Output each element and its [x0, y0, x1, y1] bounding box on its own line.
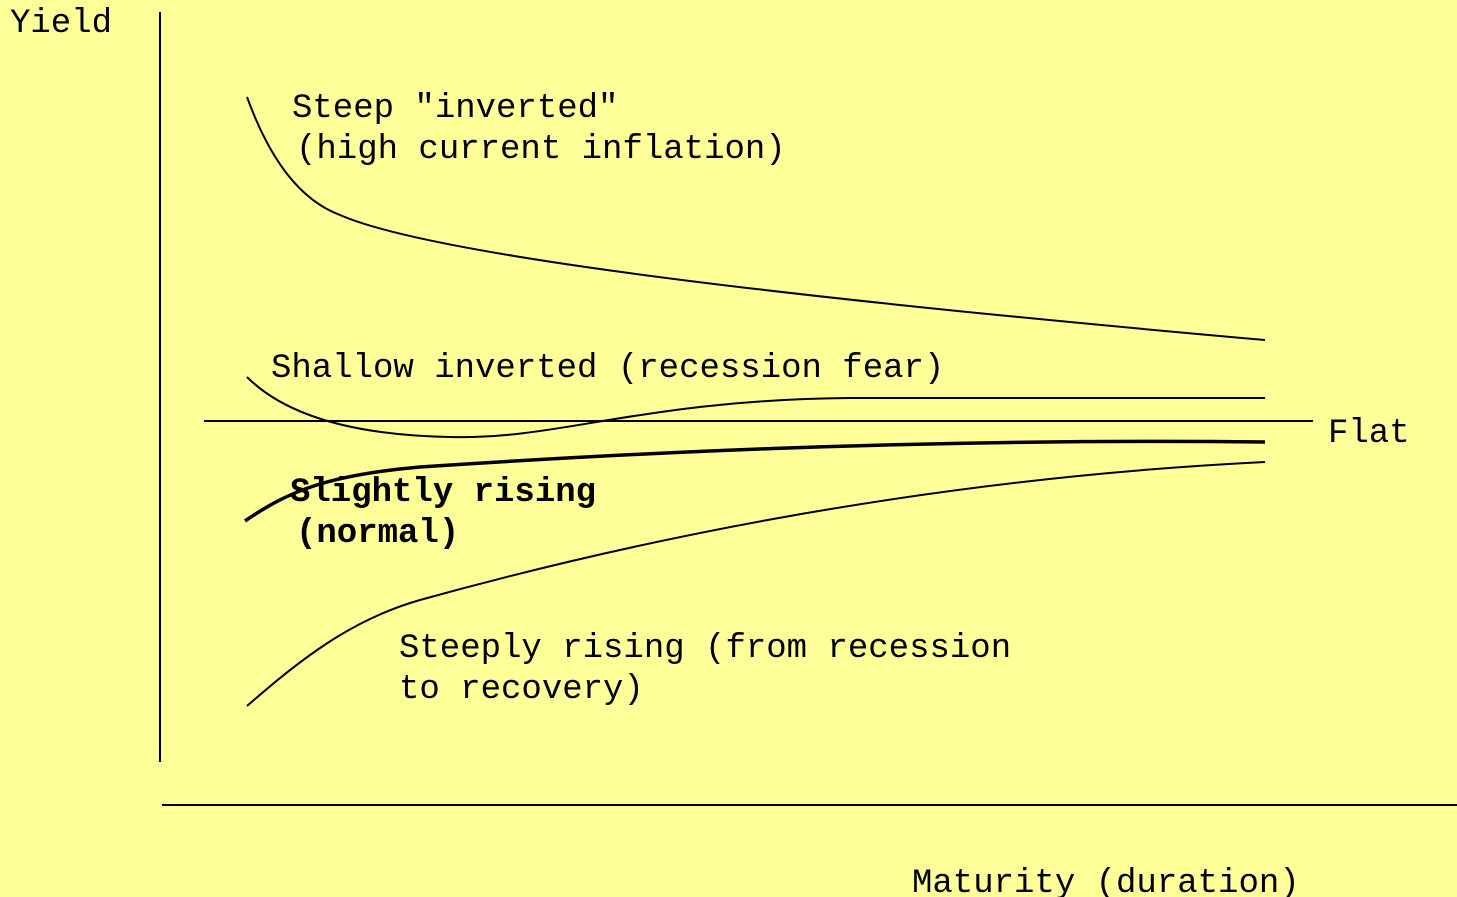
- x-axis-label: Maturity (duration): [912, 865, 1300, 897]
- steep-inverted-curve: [246, 96, 1266, 341]
- curve-label: (normal): [296, 515, 459, 553]
- curve-label: Flat: [1328, 415, 1410, 453]
- curve-label: to recovery): [399, 671, 644, 709]
- slightly-rising-curve: [244, 439, 1266, 523]
- y-axis-label: Yield: [10, 5, 112, 43]
- curve-label: (high current inflation): [296, 131, 786, 169]
- curve-label: Shallow inverted (recession fear): [271, 350, 944, 388]
- shallow-inverted-curve: [246, 376, 1265, 439]
- steeply-rising-curve: [246, 461, 1266, 707]
- curve-label: Slightly rising: [290, 474, 596, 512]
- curve-label: Steeply rising (from recession: [399, 630, 1011, 668]
- curve-label: Steep "inverted": [292, 90, 618, 128]
